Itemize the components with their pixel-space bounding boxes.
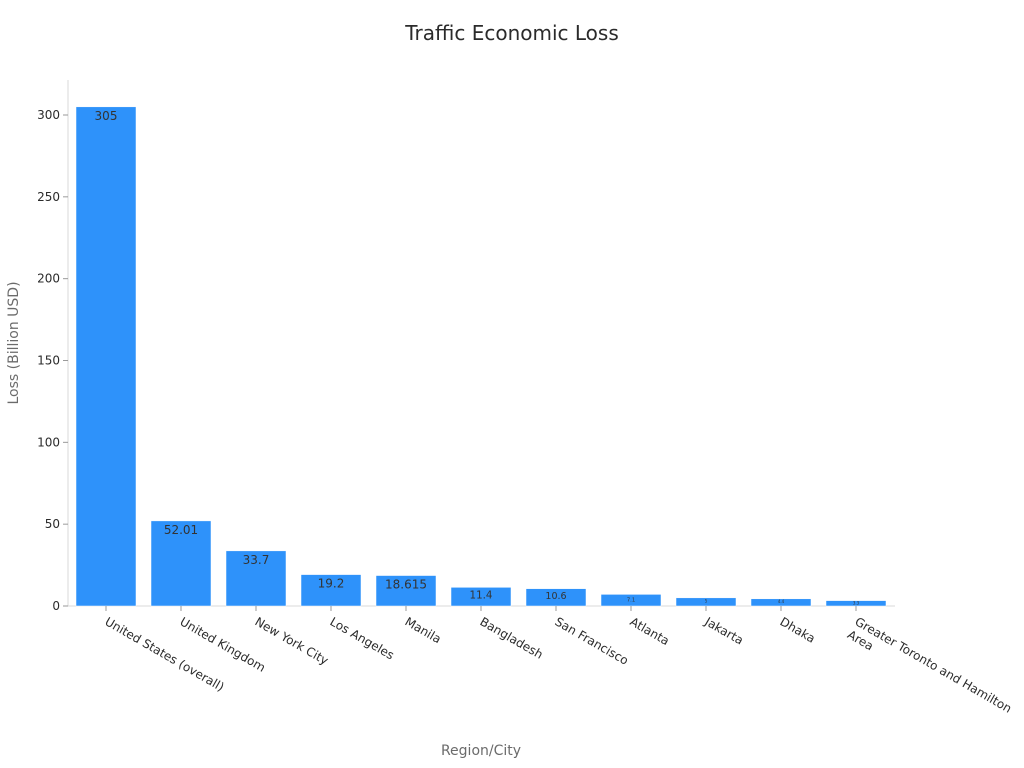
x-tick-label: Los Angeles [328, 614, 397, 662]
bar-data-label: 3.3 [853, 601, 860, 606]
bar-data-label: 4.4 [778, 599, 785, 604]
x-tick-label: Atlanta [628, 614, 672, 648]
bar-data-label: 33.7 [243, 553, 270, 567]
y-axis-ticks: 0 50 100 150 200 250 300 [37, 108, 68, 613]
bar-data-label: 5 [705, 599, 708, 604]
bar-data-label: 19.2 [318, 577, 345, 591]
y-axis-title: Loss (Billion USD) [6, 281, 22, 404]
y-tick-label: 200 [37, 272, 60, 286]
bar-data-labels: 305 52.01 33.7 19.2 18.615 11.4 10.6 7.1 5 4.4 3.3 [95, 109, 860, 606]
bar-data-label: 7.1 [627, 597, 635, 603]
y-tick-label: 300 [37, 108, 60, 122]
x-tick-label: Greater Toronto and HamiltonArea [845, 614, 1014, 728]
x-tick-label: Manila [403, 614, 444, 646]
y-tick-label: 0 [52, 599, 60, 613]
y-tick-label: 250 [37, 190, 60, 204]
bar-data-label: 305 [95, 109, 118, 123]
x-axis-title: Region/City [441, 743, 521, 759]
bar-data-label: 18.615 [385, 578, 427, 592]
y-tick-label: 150 [37, 354, 60, 368]
x-tick-label: Jakarta [702, 614, 746, 648]
bar-data-label: 52.01 [164, 523, 198, 537]
bar-data-label: 11.4 [470, 590, 493, 602]
x-tick-label: United States (overall) [103, 614, 227, 694]
x-tick-label: Bangladesh [478, 614, 546, 661]
bar [75, 106, 137, 607]
bars-group [75, 106, 887, 607]
y-tick-label: 100 [37, 435, 60, 449]
bar-data-label: 10.6 [545, 591, 566, 602]
y-tick-label: 50 [45, 517, 60, 531]
chart-title: Traffic Economic Loss [404, 21, 619, 45]
x-tick-label: San Francisco [553, 614, 631, 667]
x-axis-ticks: United States (overall)United KingdomNew… [103, 606, 1014, 728]
x-tick-label: Dhaka [778, 614, 818, 645]
